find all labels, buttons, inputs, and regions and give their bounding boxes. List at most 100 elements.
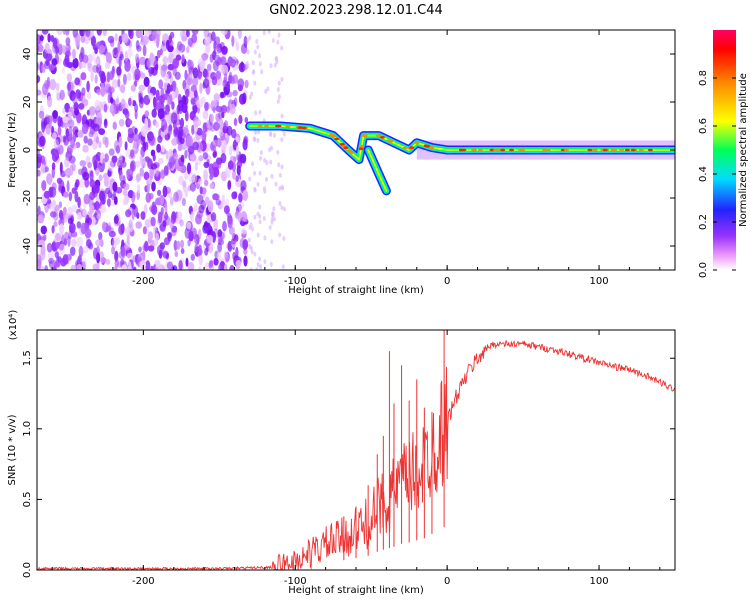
noise-blob bbox=[243, 248, 248, 255]
noise-blob bbox=[96, 252, 101, 264]
noise-blob bbox=[227, 160, 234, 170]
noise-blob bbox=[191, 173, 198, 183]
noise-blob bbox=[155, 64, 159, 71]
ridge-peak bbox=[461, 148, 467, 152]
noise-blob bbox=[168, 124, 173, 136]
noise-blob bbox=[52, 132, 57, 140]
noise-blob bbox=[93, 57, 100, 65]
spectrogram-ytick-label: 0 bbox=[22, 147, 33, 153]
noise-blob bbox=[258, 53, 261, 59]
noise-blob bbox=[173, 240, 178, 251]
noise-blob bbox=[187, 239, 191, 247]
noise-blob bbox=[168, 148, 173, 158]
noise-blob bbox=[206, 119, 210, 129]
noise-blob bbox=[76, 236, 84, 248]
noise-blob bbox=[53, 261, 61, 268]
noise-blob bbox=[151, 204, 158, 216]
noise-blob bbox=[159, 194, 165, 206]
noise-blob bbox=[82, 144, 89, 153]
noise-blob bbox=[65, 37, 71, 46]
noise-blob bbox=[185, 257, 189, 267]
noise-blob bbox=[90, 119, 95, 129]
noise-blob bbox=[184, 110, 189, 122]
noise-blob bbox=[264, 89, 268, 95]
ridge-peak bbox=[376, 134, 382, 137]
noise-blob bbox=[162, 185, 168, 198]
noise-blob bbox=[64, 50, 72, 58]
noise-blob bbox=[283, 206, 286, 212]
noise-blob bbox=[82, 171, 90, 181]
noise-blob bbox=[282, 236, 286, 242]
noise-blob bbox=[277, 32, 281, 38]
noise-blob bbox=[218, 111, 223, 120]
noise-blob bbox=[134, 127, 138, 135]
noise-blob bbox=[95, 167, 100, 175]
noise-blob bbox=[253, 187, 257, 193]
noise-blob bbox=[114, 140, 119, 152]
ridge-peak bbox=[387, 139, 393, 143]
noise-blob bbox=[98, 232, 103, 241]
noise-blob bbox=[277, 94, 281, 100]
colorbar-tick-label: 0.8 bbox=[698, 70, 709, 86]
noise-blob bbox=[53, 37, 58, 49]
noise-blob bbox=[132, 191, 136, 200]
noise-blob bbox=[198, 244, 202, 252]
noise-blob bbox=[166, 261, 174, 270]
noise-blob bbox=[116, 66, 122, 76]
noise-blob bbox=[48, 257, 54, 264]
noise-blob bbox=[110, 97, 114, 104]
noise-blob bbox=[102, 30, 107, 37]
noise-blob bbox=[136, 173, 142, 182]
noise-blob bbox=[190, 211, 195, 223]
noise-blob bbox=[242, 138, 248, 151]
noise-blob bbox=[68, 81, 72, 91]
noise-blob bbox=[218, 129, 224, 137]
noise-blob bbox=[135, 160, 141, 168]
noise-blob bbox=[180, 154, 185, 163]
noise-blob bbox=[66, 73, 73, 82]
noise-blob bbox=[130, 84, 136, 92]
noise-blob bbox=[226, 125, 233, 136]
colorbar-tick-label: 0.0 bbox=[698, 262, 709, 278]
noise-blob bbox=[105, 187, 111, 195]
noise-blob bbox=[186, 221, 192, 230]
noise-blob bbox=[197, 119, 202, 126]
noise-blob bbox=[78, 254, 82, 263]
colorbar-tick-label: 0.2 bbox=[698, 214, 709, 230]
noise-blob bbox=[90, 35, 96, 47]
noise-blob bbox=[38, 110, 45, 119]
noise-blob bbox=[186, 30, 190, 38]
noise-blob bbox=[255, 267, 259, 270]
noise-blob bbox=[37, 153, 43, 164]
noise-blob bbox=[274, 181, 278, 187]
noise-blob bbox=[107, 160, 114, 172]
colorbar-label: Normalized spectral amplitude bbox=[738, 73, 749, 227]
noise-blob bbox=[37, 34, 41, 46]
noise-blob bbox=[111, 79, 119, 89]
noise-blob bbox=[237, 30, 242, 40]
noise-blob bbox=[254, 130, 257, 136]
noise-blob bbox=[37, 74, 41, 84]
noise-blob bbox=[118, 55, 122, 68]
noise-blob bbox=[66, 180, 70, 193]
noise-blob bbox=[149, 52, 154, 63]
noise-blob bbox=[256, 44, 260, 50]
noise-blob bbox=[280, 113, 284, 119]
noise-blob bbox=[61, 67, 65, 74]
noise-blob bbox=[67, 119, 75, 129]
noise-blob bbox=[74, 77, 80, 86]
noise-blob bbox=[213, 218, 219, 231]
noise-blob bbox=[138, 92, 143, 104]
ridge-peak bbox=[423, 144, 429, 148]
noise-blob bbox=[81, 62, 87, 69]
noise-blob bbox=[153, 99, 158, 107]
ridge-peak bbox=[543, 148, 549, 152]
noise-blob bbox=[53, 139, 60, 150]
noise-blob bbox=[80, 222, 87, 235]
noise-blob bbox=[220, 104, 228, 114]
noise-blob bbox=[155, 121, 159, 128]
noise-blob bbox=[250, 91, 254, 97]
noise-blob bbox=[227, 56, 233, 67]
noise-blob bbox=[124, 50, 128, 63]
ridge-peak bbox=[362, 134, 368, 137]
